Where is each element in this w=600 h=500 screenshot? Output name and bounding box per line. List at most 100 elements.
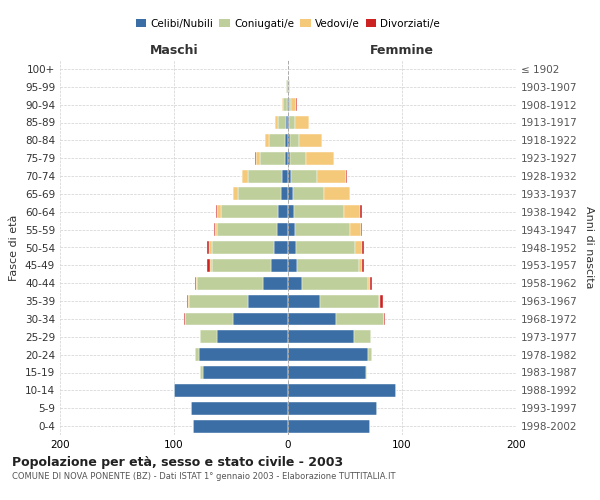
Bar xyxy=(384,312,385,326)
Bar xyxy=(288,241,296,254)
Bar xyxy=(248,294,288,308)
Bar xyxy=(288,116,289,129)
Bar xyxy=(191,402,288,414)
Bar xyxy=(216,206,217,218)
Bar xyxy=(368,277,370,289)
Bar xyxy=(207,241,209,254)
Bar xyxy=(197,277,263,289)
Y-axis label: Fasce di età: Fasce di età xyxy=(10,214,19,280)
Bar xyxy=(281,188,288,200)
Bar xyxy=(289,98,292,111)
Bar xyxy=(288,98,289,111)
Bar xyxy=(187,294,188,308)
Bar xyxy=(288,259,297,272)
Bar xyxy=(288,152,290,164)
Bar xyxy=(355,241,362,254)
Bar xyxy=(296,98,297,111)
Bar xyxy=(217,206,221,218)
Bar xyxy=(184,312,185,326)
Bar xyxy=(256,152,260,164)
Bar xyxy=(288,206,294,218)
Bar xyxy=(380,294,383,308)
Bar xyxy=(200,366,203,379)
Bar xyxy=(248,170,283,182)
Y-axis label: Anni di nascita: Anni di nascita xyxy=(584,206,594,289)
Bar xyxy=(287,80,288,93)
Text: Maschi: Maschi xyxy=(149,44,199,58)
Bar xyxy=(212,259,271,272)
Bar xyxy=(365,366,367,379)
Bar xyxy=(283,98,287,111)
Bar xyxy=(293,188,325,200)
Bar xyxy=(288,420,370,432)
Bar xyxy=(295,116,308,129)
Bar xyxy=(277,223,288,236)
Bar xyxy=(362,241,364,254)
Bar xyxy=(288,348,368,361)
Bar xyxy=(174,384,288,397)
Bar xyxy=(284,134,288,147)
Bar xyxy=(221,206,278,218)
Bar xyxy=(207,259,211,272)
Bar xyxy=(217,223,277,236)
Bar xyxy=(233,188,238,200)
Bar xyxy=(302,277,368,289)
Bar xyxy=(188,294,189,308)
Bar xyxy=(215,223,217,236)
Text: Femmine: Femmine xyxy=(370,44,434,58)
Bar xyxy=(211,259,212,272)
Bar xyxy=(288,188,293,200)
Bar xyxy=(283,170,288,182)
Bar xyxy=(360,206,362,218)
Bar xyxy=(306,152,334,164)
Bar xyxy=(289,116,295,129)
Bar xyxy=(203,366,288,379)
Bar xyxy=(271,259,288,272)
Text: Popolazione per età, sesso e stato civile - 2003: Popolazione per età, sesso e stato civil… xyxy=(12,456,343,469)
Bar xyxy=(284,152,288,164)
Bar xyxy=(238,188,281,200)
Bar xyxy=(275,116,278,129)
Bar xyxy=(185,312,233,326)
Bar xyxy=(289,80,290,93)
Bar xyxy=(370,277,373,289)
Bar xyxy=(263,277,288,289)
Bar xyxy=(288,223,295,236)
Bar xyxy=(292,170,317,182)
Bar xyxy=(265,134,269,147)
Legend: Celibi/Nubili, Coniugati/e, Vedovi/e, Divorziati/e: Celibi/Nubili, Coniugati/e, Vedovi/e, Di… xyxy=(131,14,445,33)
Bar xyxy=(294,206,344,218)
Bar xyxy=(286,80,287,93)
Bar xyxy=(288,312,336,326)
Bar xyxy=(193,420,288,432)
Bar xyxy=(212,241,274,254)
Bar xyxy=(194,348,199,361)
Bar xyxy=(297,259,359,272)
Text: COMUNE DI NOVA PONENTE (BZ) - Dati ISTAT 1° gennaio 2003 - Elaborazione TUTTITAL: COMUNE DI NOVA PONENTE (BZ) - Dati ISTAT… xyxy=(12,472,395,481)
Bar xyxy=(346,170,347,182)
Bar xyxy=(217,330,288,343)
Bar xyxy=(286,116,288,129)
Bar xyxy=(325,188,350,200)
Bar xyxy=(189,294,248,308)
Bar xyxy=(199,348,288,361)
Bar xyxy=(196,277,197,289)
Bar xyxy=(242,170,248,182)
Bar xyxy=(260,152,284,164)
Bar xyxy=(379,294,380,308)
Bar xyxy=(287,98,288,111)
Bar xyxy=(233,312,288,326)
Bar xyxy=(288,402,377,414)
Bar xyxy=(288,330,354,343)
Bar xyxy=(278,116,286,129)
Bar xyxy=(255,152,256,164)
Bar xyxy=(194,277,196,289)
Bar xyxy=(361,223,362,236)
Bar xyxy=(288,134,290,147)
Bar xyxy=(200,330,217,343)
Bar xyxy=(290,134,299,147)
Bar xyxy=(292,98,296,111)
Bar xyxy=(288,277,302,289)
Bar xyxy=(299,134,322,147)
Bar xyxy=(368,348,373,361)
